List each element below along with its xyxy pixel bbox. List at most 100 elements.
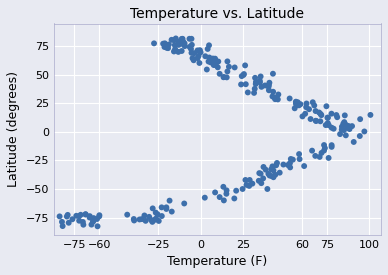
Point [325, 116, 331, 120]
Point [152, 218, 158, 222]
Point [303, 101, 310, 106]
Point [78, 213, 84, 217]
Point [179, 37, 185, 41]
Point [162, 41, 168, 46]
Point [171, 38, 177, 42]
Point [238, 82, 244, 87]
Point [296, 157, 303, 161]
Point [64, 214, 70, 219]
Point [302, 112, 308, 116]
Point [73, 214, 80, 218]
Point [211, 59, 217, 63]
Point [173, 36, 179, 41]
Point [215, 65, 221, 70]
Point [152, 210, 159, 215]
Point [204, 67, 210, 72]
Point [246, 184, 252, 188]
Point [151, 41, 157, 46]
Point [163, 205, 170, 210]
Point [242, 82, 249, 86]
X-axis label: Temperature (F): Temperature (F) [167, 255, 268, 268]
Point [341, 120, 347, 124]
Point [175, 43, 182, 47]
Point [303, 105, 309, 109]
Point [287, 96, 293, 101]
Point [294, 100, 301, 104]
Point [249, 182, 255, 186]
Point [307, 117, 314, 121]
Point [318, 113, 324, 117]
Point [319, 151, 325, 155]
Point [181, 201, 187, 206]
Point [220, 75, 227, 79]
Point [94, 224, 100, 229]
Point [194, 48, 201, 53]
Point [258, 181, 264, 185]
Point [215, 59, 222, 64]
Point [202, 196, 208, 200]
Point [329, 145, 335, 149]
Point [66, 221, 72, 225]
Point [317, 155, 323, 159]
Point [160, 42, 166, 46]
Point [191, 51, 197, 55]
Point [345, 124, 352, 128]
Point [57, 214, 63, 219]
Point [253, 80, 259, 84]
Point [232, 65, 238, 70]
Point [272, 97, 278, 101]
Point [311, 103, 317, 108]
Point [131, 217, 137, 221]
Point [87, 215, 93, 220]
Point [153, 216, 159, 221]
Point [275, 97, 281, 101]
Point [288, 157, 294, 161]
Point [124, 213, 130, 217]
Point [313, 119, 319, 123]
Point [154, 212, 161, 216]
Point [256, 178, 262, 183]
Point [206, 55, 213, 60]
Point [316, 110, 322, 115]
Point [287, 165, 293, 170]
Point [252, 87, 258, 91]
Point [146, 214, 152, 219]
Point [83, 212, 89, 216]
Point [357, 117, 363, 121]
Point [275, 92, 281, 97]
Point [293, 100, 299, 104]
Point [156, 219, 162, 223]
Point [172, 47, 178, 51]
Point [169, 209, 175, 214]
Point [178, 49, 185, 53]
Point [87, 214, 93, 218]
Point [266, 83, 272, 87]
Point [293, 103, 300, 108]
Point [331, 126, 337, 131]
Point [272, 95, 278, 100]
Point [323, 123, 329, 127]
Point [205, 59, 211, 64]
Point [258, 85, 265, 89]
Point [240, 73, 246, 77]
Point [257, 80, 263, 85]
Point [189, 51, 195, 55]
Point [224, 59, 230, 64]
Point [293, 101, 299, 106]
Point [339, 127, 345, 132]
Point [343, 133, 349, 138]
Point [326, 156, 332, 160]
Point [161, 45, 168, 49]
Point [310, 100, 316, 104]
Point [139, 217, 145, 221]
Point [270, 90, 276, 94]
Point [94, 217, 100, 221]
Point [287, 161, 293, 165]
Point [326, 123, 332, 127]
Point [187, 45, 193, 49]
Point [88, 222, 95, 227]
Point [266, 88, 272, 92]
Point [83, 212, 89, 217]
Point [206, 43, 212, 48]
Point [189, 37, 195, 41]
